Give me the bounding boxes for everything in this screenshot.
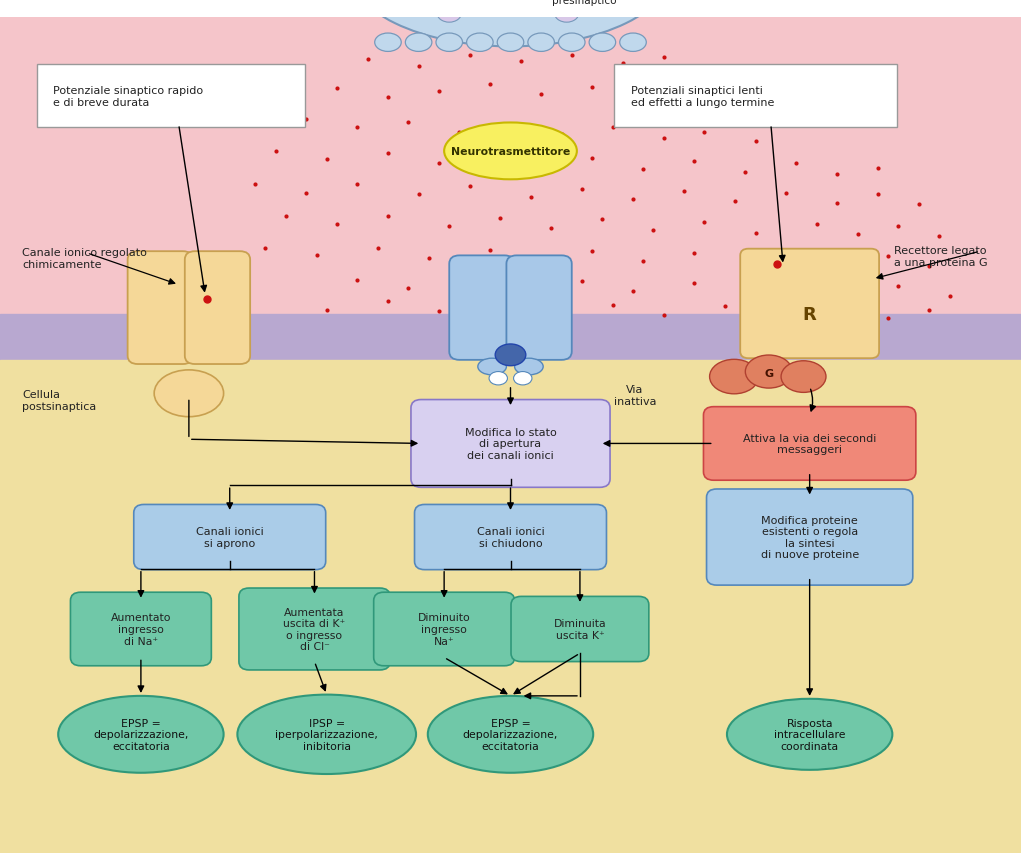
Ellipse shape [528,34,554,52]
Text: Via
inattiva: Via inattiva [614,385,657,406]
Ellipse shape [444,124,577,180]
Ellipse shape [558,34,585,52]
FancyBboxPatch shape [740,249,879,359]
Ellipse shape [554,5,579,23]
Text: Diminuito
ingresso
Na⁺: Diminuito ingresso Na⁺ [418,612,471,646]
Text: Aumentato
ingresso
di Na⁺: Aumentato ingresso di Na⁺ [110,612,172,646]
Ellipse shape [428,696,593,773]
Text: Potenziali sinaptici lenti
ed effetti a lungo termine: Potenziali sinaptici lenti ed effetti a … [631,86,774,107]
Text: EPSP =
depolarizzazione,
eccitatoria: EPSP = depolarizzazione, eccitatoria [93,718,189,751]
FancyBboxPatch shape [134,505,326,570]
Ellipse shape [495,345,526,366]
Ellipse shape [347,0,674,48]
Ellipse shape [515,359,543,375]
Ellipse shape [437,5,461,23]
Ellipse shape [436,34,463,52]
Text: Attiva la via dei secondi
messaggeri: Attiva la via dei secondi messaggeri [743,433,876,455]
Text: Canali ionici
si aprono: Canali ionici si aprono [196,526,263,548]
FancyBboxPatch shape [614,65,897,128]
Ellipse shape [405,34,432,52]
Text: Canali ionici
si chiudono: Canali ionici si chiudono [477,526,544,548]
Text: Modifica proteine
esistenti o regola
la sintesi
di nuove proteine: Modifica proteine esistenti o regola la … [761,515,859,560]
Text: G: G [765,368,773,379]
Ellipse shape [237,695,416,775]
FancyBboxPatch shape [185,252,250,364]
Ellipse shape [620,34,646,52]
Text: Canale ionico regolato
chimicamente: Canale ionico regolato chimicamente [22,247,147,270]
Ellipse shape [727,699,892,770]
Text: EPSP =
depolarizzazione,
eccitatoria: EPSP = depolarizzazione, eccitatoria [463,718,558,751]
Text: R: R [803,305,817,323]
FancyBboxPatch shape [703,407,916,480]
Ellipse shape [467,34,493,52]
Ellipse shape [497,34,524,52]
FancyBboxPatch shape [70,593,211,666]
Text: Modifica lo stato
di apertura
dei canali ionici: Modifica lo stato di apertura dei canali… [465,427,556,461]
Text: IPSP =
iperpolarizzazione,
inibitoria: IPSP = iperpolarizzazione, inibitoria [276,718,378,751]
FancyBboxPatch shape [239,589,390,670]
FancyBboxPatch shape [707,490,913,585]
Ellipse shape [489,372,507,386]
Text: Recettore legato
a una proteina G: Recettore legato a una proteina G [894,247,988,268]
Ellipse shape [745,356,792,389]
FancyBboxPatch shape [415,505,606,570]
FancyBboxPatch shape [510,597,648,662]
Ellipse shape [589,34,616,52]
Bar [0,2,1021,315]
Text: Diminuita
uscita K⁺: Diminuita uscita K⁺ [553,618,606,640]
Text: Potenziale sinaptico rapido
e di breve durata: Potenziale sinaptico rapido e di breve d… [53,86,203,107]
Ellipse shape [498,0,523,15]
FancyBboxPatch shape [506,256,572,361]
Text: Neurotrasmettitore: Neurotrasmettitore [451,147,570,157]
FancyBboxPatch shape [449,256,515,361]
Ellipse shape [710,360,759,394]
Text: Risposta
intracellulare
coordinata: Risposta intracellulare coordinata [774,718,845,751]
Ellipse shape [58,696,224,773]
Text: presinaptico: presinaptico [551,0,617,7]
Bar [0,315,1021,361]
Text: Aumentata
uscita di K⁺
o ingresso
di Cl⁻: Aumentata uscita di K⁺ o ingresso di Cl⁻ [284,606,345,652]
Text: Cellula
postsinaptica: Cellula postsinaptica [22,390,97,411]
FancyBboxPatch shape [37,65,305,128]
FancyBboxPatch shape [410,400,610,488]
Bar [0,361,1021,853]
Ellipse shape [514,372,532,386]
Ellipse shape [478,359,506,375]
Ellipse shape [781,362,826,393]
FancyBboxPatch shape [374,593,515,666]
FancyBboxPatch shape [128,252,193,364]
Ellipse shape [154,370,224,417]
Ellipse shape [375,34,401,52]
